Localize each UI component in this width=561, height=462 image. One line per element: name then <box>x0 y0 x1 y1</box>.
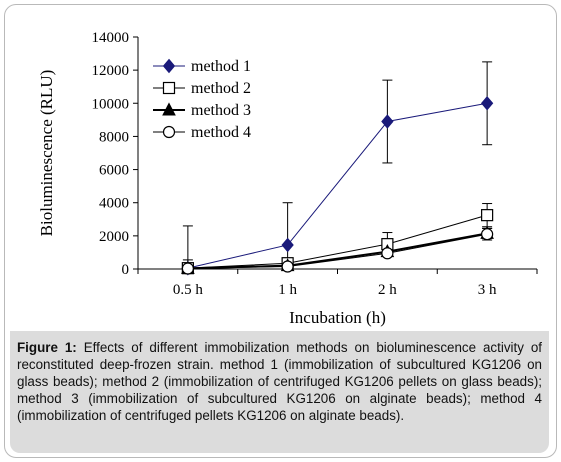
x-tick-label: 1 h <box>278 282 297 298</box>
y-tick-label: 14000 <box>92 30 130 46</box>
data-point-series-4 <box>181 262 194 275</box>
legend-label: method 2 <box>191 80 251 97</box>
legend-label: method 3 <box>191 102 251 119</box>
legend-marker <box>162 125 176 139</box>
series-line-2 <box>187 214 488 269</box>
legend-marker <box>162 58 176 74</box>
x-tick-label: 0.5 h <box>173 282 204 298</box>
x-axis-label: Incubation (h) <box>289 308 386 327</box>
y-tick-label: 4000 <box>99 196 129 212</box>
caption-background <box>10 331 549 453</box>
x-tick-label: 2 h <box>378 282 397 298</box>
y-tick-label: 2000 <box>99 229 129 245</box>
chart-area: 0 2000 4000 6000 8000 10000 12000 14000 0.5 h 1 h… <box>5 5 556 335</box>
legend-marker <box>162 81 176 95</box>
figure-caption: Figure 1: Effects of different immobiliz… <box>17 339 542 424</box>
data-point-series-4 <box>381 247 394 260</box>
data-point-series-4 <box>281 260 294 273</box>
x-tick-label: 3 h <box>478 282 497 298</box>
y-axis-label: Bioluminescence (RLU) <box>37 70 56 237</box>
data-point-series-1 <box>281 237 294 253</box>
caption-label: Figure 1: <box>17 340 77 355</box>
caption-text: Effects of different immobilization meth… <box>17 340 542 423</box>
series-line-4 <box>187 233 488 270</box>
series-line-1 <box>187 102 488 269</box>
data-point-series-4 <box>481 228 494 241</box>
data-point-series-2 <box>481 209 494 222</box>
legend-label: method 1 <box>191 58 251 75</box>
y-tick-label: 10000 <box>92 96 130 112</box>
figure-frame: 0 2000 4000 6000 8000 10000 12000 14000 0.5 h 1 h… <box>4 4 557 458</box>
series-line-3 <box>187 232 488 270</box>
legend-marker <box>162 102 176 116</box>
data-point-series-1 <box>381 114 394 129</box>
legend-label: method 4 <box>191 124 251 141</box>
y-tick-label: 0 <box>122 262 130 278</box>
data-point-series-1 <box>480 96 494 111</box>
y-tick-label: 6000 <box>99 163 129 179</box>
y-tick-label: 8000 <box>99 129 129 145</box>
y-tick-label: 12000 <box>92 63 130 79</box>
line-chart: 0 2000 4000 6000 8000 10000 12000 14000 0.5 h 1 h… <box>37 30 538 327</box>
